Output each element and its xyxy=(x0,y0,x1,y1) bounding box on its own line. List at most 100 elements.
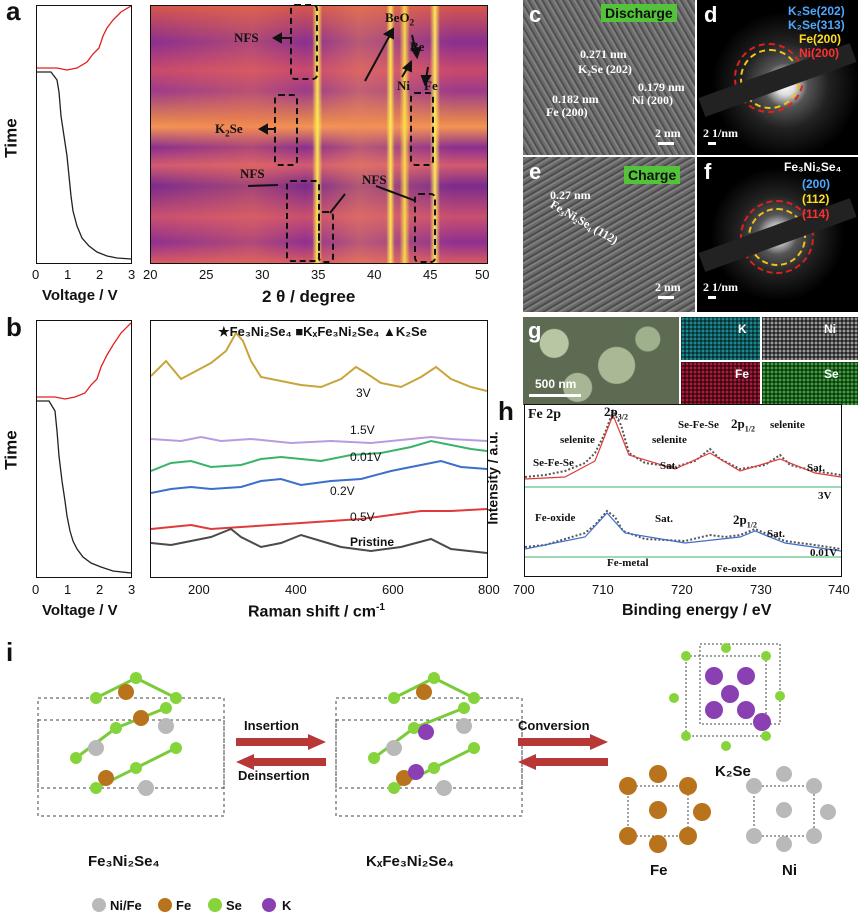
panel-a-xtick-3: 3 xyxy=(128,267,136,282)
heatmap-arrows xyxy=(247,27,432,214)
saed-f-scalebar xyxy=(708,296,716,299)
legend-label-nife: Ni/Fe xyxy=(110,898,142,913)
raman-label-0-2v: 0.2V xyxy=(330,484,355,498)
heatmap-box-5 xyxy=(318,211,334,263)
heatmap-xtick-50: 50 xyxy=(475,267,490,282)
xps-bottom-feoxide-1: Fe-oxide xyxy=(535,512,576,524)
panel-label-e: e xyxy=(529,159,542,184)
panel-a-voltage-frame xyxy=(36,5,132,264)
label-conversion: Conversion xyxy=(518,718,590,733)
map-g-fe xyxy=(681,362,760,405)
xps-bottom-femetal: Fe-metal xyxy=(607,557,649,569)
tem-c-d2: 0.179 nm xyxy=(638,80,685,94)
xps-frame xyxy=(524,404,842,577)
legend-label-k: K xyxy=(282,898,292,913)
structure-k2se xyxy=(669,643,785,751)
structure-fe xyxy=(619,765,711,853)
panel-b-ylabel: Time xyxy=(1,430,21,470)
xps-top-sefese-left: Se-Fe-Se xyxy=(533,457,574,469)
panel-b-xtick-2: 2 xyxy=(96,582,104,597)
label-fe: Fe xyxy=(650,862,668,879)
saed-d-ring-2: K₂Se(313) xyxy=(788,18,845,32)
panel-a-xtick-0: 0 xyxy=(32,267,40,282)
xps-xtick-710: 710 xyxy=(592,582,614,597)
panel-b-voltage-frame xyxy=(36,320,132,578)
panel-label-c: c xyxy=(529,2,542,27)
xps-top-p32: 2p3/2 xyxy=(604,404,628,422)
raman-label-1-5v: 1.5V xyxy=(350,423,375,437)
heatmap-box-3 xyxy=(410,92,434,166)
heatmap-xtick-45: 45 xyxy=(423,267,438,282)
xps-xtick-730: 730 xyxy=(750,582,772,597)
raman-series-0-01v xyxy=(150,439,488,472)
heatmap-label-k2se: K2Se xyxy=(215,121,243,139)
panel-a-voltage-curve xyxy=(37,5,132,260)
raman-label-0-5v: 0.5V xyxy=(350,510,375,524)
map-g-se-label: Se xyxy=(824,367,839,381)
panel-label-f: f xyxy=(704,159,712,184)
map-g-ni xyxy=(762,317,858,360)
saed-f-title: Fe₃Ni₂Se₄ xyxy=(784,160,842,174)
panel-a-xtick-2: 2 xyxy=(96,267,104,282)
saed-f-ring-2: (112) xyxy=(802,192,830,206)
tem-e-scale: 2 nm xyxy=(655,280,681,294)
xps-top-sefese: Se-Fe-Se xyxy=(678,419,719,431)
panel-label-g: g xyxy=(528,318,542,343)
saed-d-ring-1: K₂Se(202) xyxy=(788,4,845,18)
legend-dot-fe xyxy=(158,898,172,912)
xps-top-p12: 2p1/2 xyxy=(731,416,755,434)
xps-xlabel: Binding energy / eV xyxy=(622,602,772,619)
tem-c-d1: 0.271 nm xyxy=(580,47,627,61)
xps-top-selenite-2: selenite xyxy=(652,434,687,446)
saed-d-ring-4: Ni(200) xyxy=(799,46,840,60)
tem-c-p1: K₂Se (202) xyxy=(578,62,632,76)
legend-dot-k xyxy=(262,898,276,912)
map-g-scale: 500 nm xyxy=(535,377,577,391)
heatmap-xtick-20: 20 xyxy=(143,267,158,282)
tem-e-scalebar xyxy=(658,296,674,299)
panel-label-a: a xyxy=(6,0,21,26)
raman-label-0-01v: 0.01V xyxy=(350,450,382,464)
saed-f-ring-1: (200) xyxy=(802,177,831,191)
heatmap-label-beo2: BeO2 xyxy=(385,10,415,28)
heatmap-box-1 xyxy=(290,4,318,80)
raman-series-0-5v xyxy=(150,508,488,531)
xps-title: Fe 2p xyxy=(528,407,562,422)
raman-label-pristine: Pristine xyxy=(350,535,395,549)
raman-label-3v: 3V xyxy=(356,386,371,400)
tem-c-d3: 0.182 nm xyxy=(552,92,599,106)
tem-c-scale: 2 nm xyxy=(655,126,681,140)
heatmap-xtick-30: 30 xyxy=(255,267,270,282)
xps-spectra xyxy=(524,408,842,558)
raman-xtick-200: 200 xyxy=(188,582,210,597)
saed-d-scalebar xyxy=(708,142,716,145)
tem-e-d1: 0.27 nm xyxy=(550,188,591,202)
map-g-scalebar xyxy=(529,394,581,397)
raman-series-3v xyxy=(150,331,488,392)
panel-label-b: b xyxy=(6,312,22,342)
saed-f-ring-3: (114) xyxy=(802,207,830,221)
heatmap-xtick-35: 35 xyxy=(311,267,326,282)
label-insertion: Insertion xyxy=(244,718,299,733)
label-fe3ni2se4: Fe₃Ni₂Se₄ xyxy=(88,853,160,870)
label-deinsertion: Deinsertion xyxy=(238,768,310,783)
raman-spectra xyxy=(150,331,488,554)
saed-d-scale: 2 1/nm xyxy=(703,126,739,140)
raman-series-0-2v xyxy=(150,459,488,494)
xps-bottom-sat-1: Sat. xyxy=(655,513,674,525)
heatmap-label-nfs-right: NFS xyxy=(362,172,387,187)
xps-xtick-720: 720 xyxy=(671,582,693,597)
raman-xtick-800: 800 xyxy=(478,582,500,597)
tem-c-scalebar xyxy=(658,142,674,145)
structure-ni xyxy=(746,766,836,852)
heatmap-box-6 xyxy=(414,193,436,263)
tem-c-p2: Ni (200) xyxy=(632,93,673,107)
arrow-conversion xyxy=(518,734,608,750)
panel-a-ylabel: Time xyxy=(1,118,21,158)
label-kxfe3ni2se4: KₓFe₃Ni₂Se₄ xyxy=(366,853,454,870)
xps-top-v: 3V xyxy=(818,490,832,502)
tem-c-p3: Fe (200) xyxy=(546,105,588,119)
xps-xtick-700: 700 xyxy=(513,582,535,597)
panel-a-xtick-1: 1 xyxy=(64,267,72,282)
raman-frame xyxy=(150,320,488,578)
